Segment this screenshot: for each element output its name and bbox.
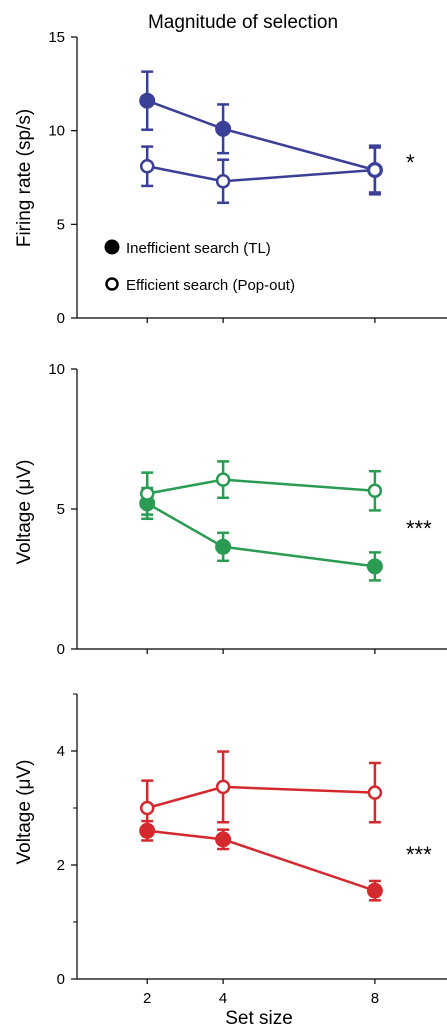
y-tick-label: 0 [57, 310, 65, 327]
series-open-point [139, 159, 155, 174]
y-tick-label: 5 [57, 501, 65, 518]
series-filled-line [146, 502, 376, 568]
series-filled-point [139, 92, 156, 109]
y-axis-label: Firing rate (sp/s) [14, 109, 35, 247]
series-open-line [146, 165, 375, 183]
series-filled-point [215, 120, 232, 137]
y-tick-label: 15 [48, 29, 65, 46]
series-filled-point [366, 882, 383, 899]
y-tick-label: 5 [57, 216, 65, 233]
chart-title: Magnitude of selection [148, 12, 338, 33]
series-filled-point [215, 831, 232, 848]
series-filled-line [146, 99, 376, 172]
y-axis-label: Voltage (μV) [14, 460, 35, 565]
legend-label-efficient: Efficient search (Pop-out) [126, 277, 295, 294]
series-open-point [215, 173, 231, 189]
series-open-point [367, 785, 383, 800]
legend-label-inefficient: Inefficient search (TL) [126, 240, 271, 257]
legend: Inefficient search (TL) Efficient search… [104, 239, 295, 294]
series-open-point [215, 779, 231, 795]
series-open-point [215, 472, 231, 487]
series-filled-point [215, 538, 232, 555]
series-open-point [367, 162, 383, 178]
panel-voltage-green: Voltage (μV) *** 0 5 10 [14, 361, 447, 658]
y-tick-label: 10 [48, 123, 65, 140]
series-open-point [367, 483, 383, 499]
legend-open-marker [105, 277, 119, 291]
series-open-point [139, 486, 155, 501]
series-open-line [146, 785, 375, 810]
series-filled-point [366, 558, 383, 575]
series-open-point [139, 800, 155, 816]
panel-firing-rate: Magnitude of selection Firing rate (sp/s… [14, 12, 447, 327]
series-filled-line [147, 829, 376, 892]
x-tick-label: 2 [143, 990, 151, 1007]
legend-filled-marker [104, 239, 120, 255]
significance-marker: * [406, 150, 415, 175]
significance-marker: *** [406, 842, 432, 867]
series-open-line [146, 478, 375, 495]
y-tick-label: 10 [48, 361, 65, 378]
y-axis-label: Voltage (μV) [14, 760, 35, 865]
significance-marker: *** [406, 516, 432, 541]
y-tick-label: 4 [57, 743, 65, 760]
y-tick-label: 0 [57, 971, 65, 988]
y-tick-label: 0 [57, 641, 65, 658]
panel-voltage-red: Voltage (μV) *** Set size 0 2 4 2 4 8 [14, 693, 447, 1029]
x-tick-label: 4 [219, 990, 227, 1007]
x-tick-label: 8 [371, 990, 379, 1007]
y-tick-label: 2 [57, 857, 65, 874]
x-axis-label: Set size [225, 1008, 293, 1029]
